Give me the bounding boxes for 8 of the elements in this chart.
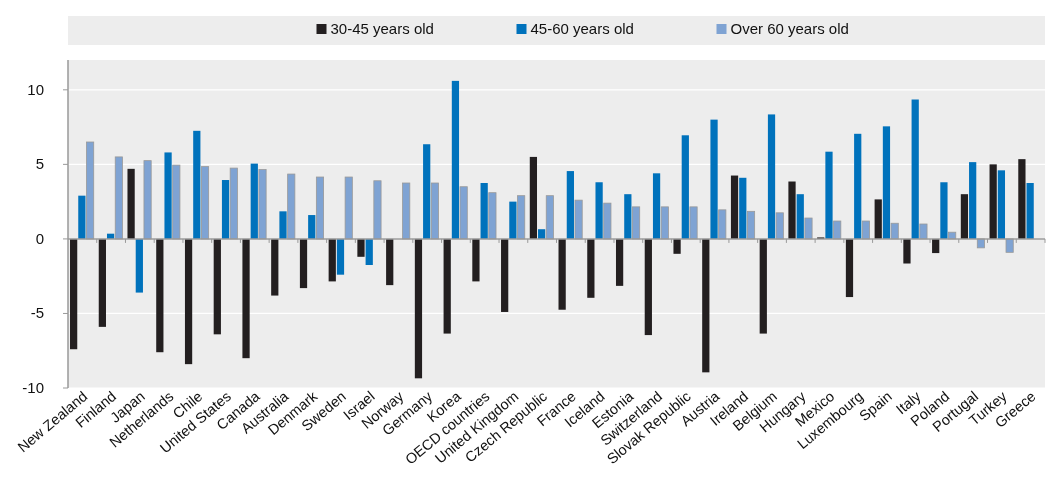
y-tick-label: 10 bbox=[27, 80, 44, 98]
y-tick-label: -5 bbox=[30, 304, 44, 322]
legend-label: Over 60 years old bbox=[730, 20, 849, 37]
legend-label: 30-45 years old bbox=[330, 20, 434, 37]
y-tick-label: 5 bbox=[35, 155, 44, 173]
y-tick-label: 0 bbox=[35, 229, 44, 247]
y-tick-label: -10 bbox=[22, 379, 44, 396]
legend-label: 45-60 years old bbox=[530, 20, 634, 37]
